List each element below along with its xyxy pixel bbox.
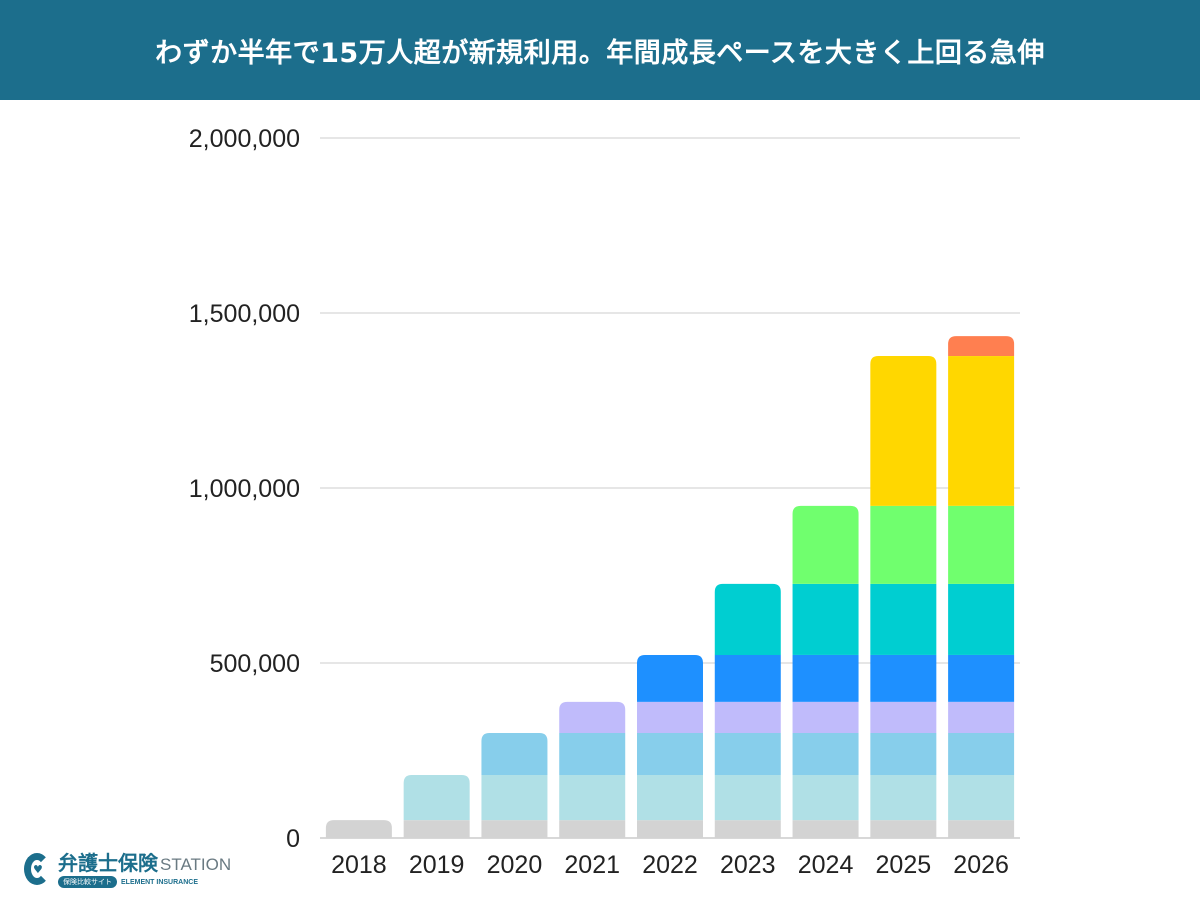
bar-segment-2020-2020	[481, 733, 548, 775]
y-axis-ticks: 0 500,000 1,000,000 1,500,000 2,000,000	[189, 125, 300, 853]
logo-company: ELEMENT INSURANCE	[121, 878, 199, 886]
logo-badge: 保険比較サイト	[58, 876, 117, 888]
bar-segment-2026-2024	[948, 505, 1015, 584]
stacked-bar-chart: 0 500,000 1,000,000 1,500,000 2,000,000 2018…	[189, 125, 1020, 879]
bar-segment-2023-2023	[714, 583, 781, 655]
bar-segment-2026-2020	[948, 733, 1015, 775]
bar-segment-2020-2018	[481, 820, 548, 838]
bar-segment-2021-2019	[559, 775, 626, 821]
x-tick-label: 2026	[953, 851, 1009, 879]
bar-segment-2023-2019	[714, 775, 781, 821]
bar-segment-2026-2023	[948, 583, 1015, 655]
bar-segment-2026-2021	[948, 701, 1015, 733]
bar-segment-2024-2022	[792, 654, 859, 702]
bar-segment-2025-2024	[870, 505, 937, 584]
chart-title: わずか半年で15万人超が新規利用。年間成長ペースを大きく上回る急伸	[155, 37, 1045, 69]
bar-segment-2025-2023	[870, 583, 937, 655]
bar-segment-2023-2022	[714, 654, 781, 702]
chart-title-banner: わずか半年で15万人超が新規利用。年間成長ペースを大きく上回る急伸	[0, 0, 1200, 100]
bar-segment-2022-2020	[637, 733, 703, 775]
bar-segment-2024-2019	[792, 775, 859, 821]
bar-segment-2020-2019	[481, 775, 548, 821]
bar-segment-2022-2019	[637, 775, 703, 821]
bar-stack-2021	[559, 701, 626, 838]
bar-segment-2021-2020	[559, 733, 626, 775]
bar-segment-2025-2018	[870, 820, 937, 838]
bar-segment-2022-2021	[637, 701, 703, 733]
bar-segment-2024-2018	[792, 820, 859, 838]
y-tick-label: 0	[286, 825, 300, 853]
bar-segment-2026-2022	[948, 654, 1015, 702]
bar-segment-2025-2022	[870, 654, 937, 702]
x-tick-label: 2025	[876, 851, 932, 879]
y-tick-label: 1,000,000	[189, 475, 300, 503]
x-tick-label: 2022	[642, 851, 698, 879]
bar-segment-2024-2020	[792, 733, 859, 775]
x-tick-label: 2020	[487, 851, 543, 879]
bar-segment-2026-2026	[948, 336, 1015, 357]
bar-stack-2023	[714, 583, 781, 838]
bar-segment-2024-2021	[792, 701, 859, 733]
x-axis-ticks: 2018 2019 2020 2021 2022 2023 2024 2025 2026	[331, 851, 1009, 879]
bar-segment-2019-2018	[403, 820, 470, 838]
bar-segment-2024-2024	[792, 505, 859, 584]
bar-stack-2025	[870, 356, 937, 838]
bar-segment-2021-2021	[559, 701, 626, 733]
bar-segment-2026-2025	[948, 356, 1015, 506]
bar-segment-2021-2018	[559, 820, 626, 838]
bar-stack-2020	[481, 733, 548, 838]
bar-stack-2018	[325, 820, 392, 838]
heart-icon: ♥	[33, 863, 43, 876]
y-tick-label: 1,500,000	[189, 300, 300, 328]
bar-segment-2023-2021	[714, 701, 781, 733]
x-tick-label: 2019	[409, 851, 465, 879]
bars	[325, 336, 1015, 838]
bar-segment-2025-2019	[870, 775, 937, 821]
bar-segment-2022-2018	[637, 820, 703, 838]
bar-segment-2025-2020	[870, 733, 937, 775]
brand-logo: ♥ 弁護士保険 STATION 保険比較サイト ELEMENT INSURANC…	[24, 850, 231, 890]
bar-segment-2024-2023	[792, 583, 859, 655]
bar-segment-2022-2022	[637, 654, 703, 702]
bar-segment-2018-2018	[325, 820, 392, 838]
y-tick-label: 500,000	[210, 650, 300, 678]
bar-stack-2022	[637, 654, 703, 838]
bar-stack-2019	[403, 775, 470, 838]
bar-stack-2024	[792, 505, 859, 838]
logo-mark-icon: ♥	[24, 853, 52, 887]
bar-segment-2023-2020	[714, 733, 781, 775]
bar-segment-2026-2018	[948, 820, 1015, 838]
x-tick-label: 2018	[331, 851, 387, 879]
x-tick-label: 2021	[564, 851, 620, 879]
bar-segment-2025-2021	[870, 701, 937, 733]
logo-name-jp: 弁護士保険	[58, 851, 158, 875]
x-tick-label: 2024	[798, 851, 854, 879]
bar-segment-2023-2018	[714, 820, 781, 838]
bar-segment-2026-2019	[948, 775, 1015, 821]
bar-segment-2019-2019	[403, 775, 470, 821]
logo-name-en: STATION	[160, 855, 232, 874]
bar-stack-2026	[948, 336, 1015, 838]
x-tick-label: 2023	[720, 851, 776, 879]
bar-segment-2025-2025	[870, 356, 937, 506]
y-tick-label: 2,000,000	[189, 125, 300, 153]
